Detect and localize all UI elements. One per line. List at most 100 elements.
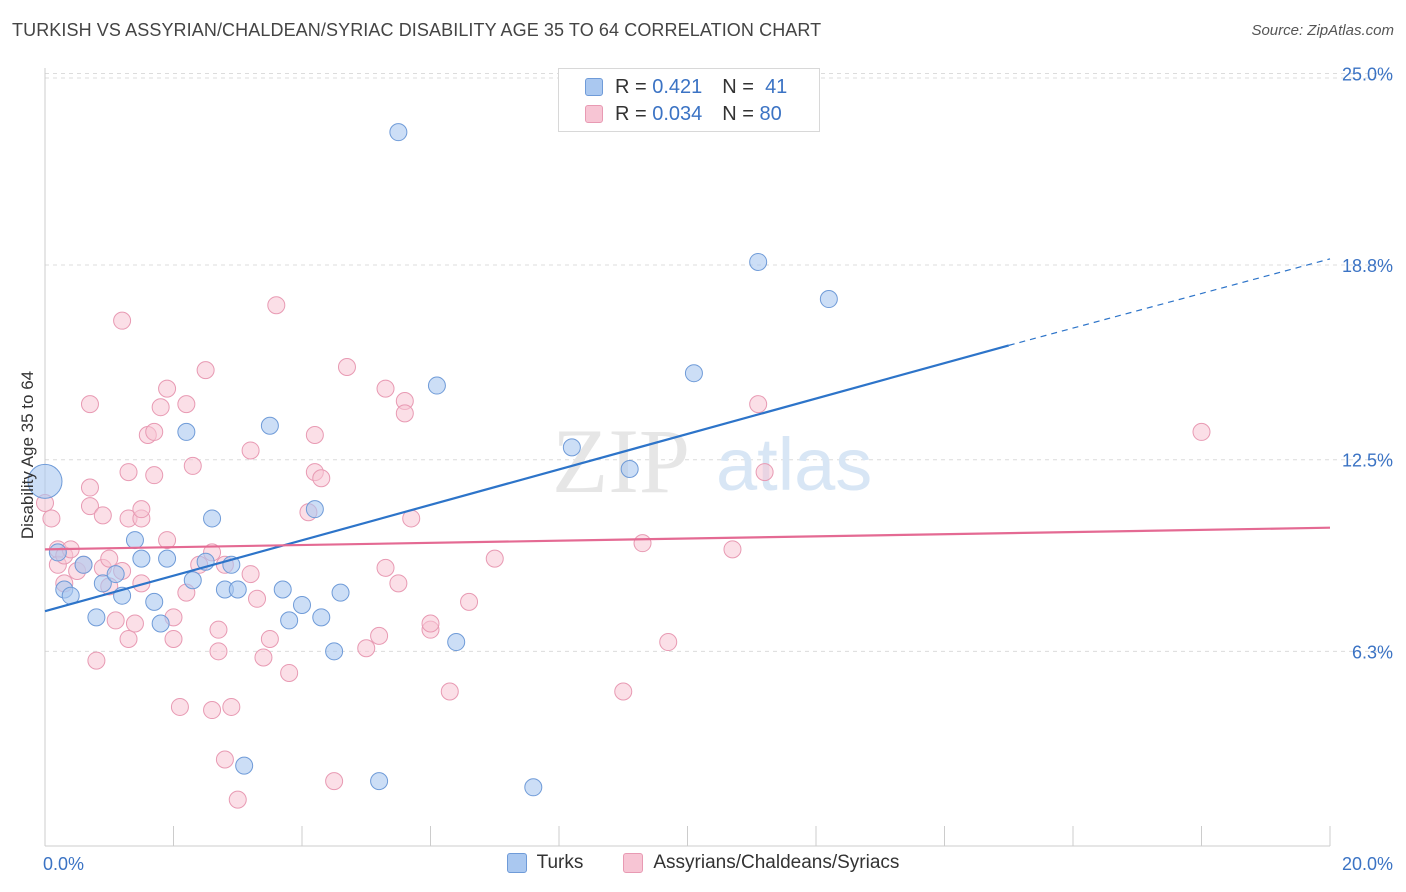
assyrian-point <box>659 633 678 652</box>
source-label: Source: ZipAtlas.com <box>1251 22 1394 39</box>
assyrian-point <box>376 558 395 577</box>
assyrian-point <box>183 456 202 475</box>
assyrian-point <box>421 614 440 633</box>
assyrian-point <box>337 358 356 377</box>
x-tick-label: 0.0% <box>43 854 84 874</box>
watermark-atlas: atlas <box>716 423 872 506</box>
assyrian-point <box>248 589 267 608</box>
assyrian-point <box>241 565 260 584</box>
turks-point <box>293 595 311 614</box>
turks-point <box>145 592 164 611</box>
series-swatch-turks <box>506 853 527 873</box>
legend-row-assyrian: R = 0.034 N = 80 <box>585 102 782 126</box>
assyrian-point <box>119 629 138 648</box>
legend-n-value-turks: 41 <box>765 75 788 98</box>
assyrian-point <box>260 629 279 648</box>
grid-lines <box>45 72 1392 652</box>
assyrian-point <box>312 469 331 488</box>
chart-title: TURKISH VS ASSYRIAN/CHALDEAN/SYRIAC DISA… <box>12 20 822 40</box>
turks-point <box>132 549 151 568</box>
turks-point <box>447 633 466 652</box>
y-tick-label: 25.0% <box>1342 64 1393 84</box>
assyrian-point <box>267 296 286 315</box>
turks-point <box>106 565 125 584</box>
tick-labels: 6.3% 12.5% 18.8% 25.0% 0.0% 20.0% <box>43 64 1393 874</box>
legend-r-label: R = <box>615 102 647 125</box>
assyrian-point <box>125 614 144 633</box>
turks-point <box>273 580 292 599</box>
y-axis-label: Disability Age 35 to 64 <box>18 371 37 539</box>
legend-n-label: N = <box>722 75 754 98</box>
turks-point <box>325 642 344 661</box>
assyrian-point <box>389 574 408 593</box>
assyrian-points <box>36 296 1211 809</box>
turks-trend-extension <box>1008 258 1331 346</box>
turks-point <box>562 438 581 457</box>
watermark-zip: ZIP <box>552 410 690 512</box>
assyrian-point <box>485 549 504 568</box>
assyrian-point <box>158 379 177 398</box>
assyrian-point <box>164 629 183 648</box>
assyrian-point <box>241 441 260 460</box>
assyrian-point <box>170 697 189 716</box>
assyrian-point <box>280 663 299 682</box>
series-swatch-assyrian <box>623 853 644 873</box>
legend-r-value-turks: 0.421 <box>652 75 703 98</box>
turks-point <box>235 756 254 775</box>
turks-point <box>389 123 408 142</box>
legend-n-label: N = <box>722 102 754 125</box>
turks-point <box>87 608 106 627</box>
legend-row-turks: R = 0.421 N = 41 <box>585 75 787 99</box>
assyrian-point <box>80 497 99 516</box>
turks-point <box>524 778 543 797</box>
assyrian-point <box>158 531 177 550</box>
assyrian-point <box>440 682 459 701</box>
turks-point <box>620 459 639 478</box>
y-tick-label: 6.3% <box>1352 642 1393 662</box>
assyrian-point <box>80 478 99 497</box>
assyrian-point <box>749 395 768 414</box>
series-legend: Turks Assyrians/Chaldeans/Syriacs <box>0 852 1406 874</box>
turks-point <box>74 555 93 574</box>
turks-point <box>183 571 202 590</box>
turks-point <box>151 614 170 633</box>
x-tick-label: 20.0% <box>1342 854 1393 874</box>
assyrian-point <box>203 701 222 720</box>
assyrian-point <box>723 540 742 559</box>
turks-point <box>749 252 768 271</box>
assyrian-point <box>93 506 112 525</box>
assyrian-trend-line <box>44 526 1331 551</box>
assyrian-point <box>106 611 125 630</box>
series-legend-turks: Turks <box>506 852 583 874</box>
legend-n-value-assyrian: 80 <box>759 102 782 125</box>
assyrian-point <box>755 463 774 482</box>
turks-point <box>684 364 703 383</box>
watermark: ZIP atlas <box>552 410 872 512</box>
assyrian-point <box>80 395 99 414</box>
turks-point <box>177 422 196 441</box>
turks-point <box>27 463 63 499</box>
legend-r-value-assyrian: 0.034 <box>652 102 703 125</box>
legend: R = 0.421 N = 41 R = 0.034 N = 80 <box>558 68 820 132</box>
legend-swatch-turks <box>585 78 603 96</box>
assyrian-point <box>151 398 170 417</box>
turks-point <box>93 574 112 593</box>
turks-point <box>427 376 446 395</box>
assyrian-point <box>325 772 344 791</box>
assyrian-point <box>395 404 414 423</box>
assyrian-point <box>87 651 106 670</box>
assyrian-point <box>305 426 324 445</box>
turks-point <box>228 580 247 599</box>
turks-point <box>331 583 350 602</box>
assyrian-point <box>177 395 196 414</box>
turks-point <box>819 290 838 309</box>
assyrian-point <box>376 379 395 398</box>
assyrian-point <box>614 682 633 701</box>
assyrian-point <box>1192 422 1211 441</box>
assyrian-point <box>370 626 389 645</box>
axes <box>44 68 1331 847</box>
assyrian-point <box>100 549 119 568</box>
assyrian-point <box>460 592 479 611</box>
turks-point <box>48 543 67 562</box>
